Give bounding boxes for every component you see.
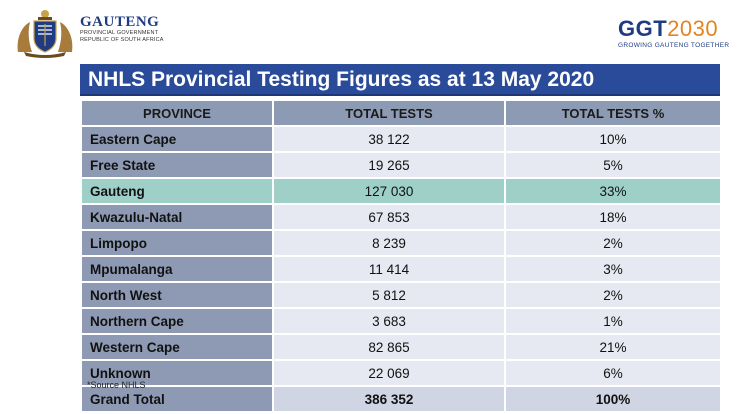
table-row: Unknown 22 069 6% — [80, 359, 722, 387]
brand-subline-2: REPUBLIC OF SOUTH AFRICA — [80, 37, 164, 43]
pct-cell: 1% — [504, 307, 722, 335]
tests-cell: 82 865 — [272, 333, 506, 361]
table-total-row: Grand Total 386 352 100% — [80, 385, 722, 413]
brand-name: GAUTENG — [80, 14, 160, 30]
tests-cell: 38 122 — [272, 125, 506, 153]
tests-cell: 8 239 — [272, 229, 506, 257]
ggt2030-wordmark: GGT2030 — [618, 18, 730, 40]
pct-cell: 10% — [504, 125, 722, 153]
table-row: North West 5 812 2% — [80, 281, 722, 309]
page-title: NHLS Provincial Testing Figures as at 13… — [80, 64, 720, 96]
province-cell: Limpopo — [80, 229, 274, 257]
testing-figures-table: PROVINCE TOTAL TESTS TOTAL TESTS % Easte… — [80, 99, 722, 413]
column-header-total-tests: TOTAL TESTS — [272, 99, 506, 127]
ggt2030-logo: GGT2030 GROWING GAUTENG TOGETHER — [618, 18, 730, 50]
column-header-total-tests-pct: TOTAL TESTS % — [504, 99, 722, 127]
total-tests-cell: 386 352 — [272, 385, 506, 413]
province-cell: Eastern Cape — [80, 125, 274, 153]
tests-cell: 19 265 — [272, 151, 506, 179]
table-header-row: PROVINCE TOTAL TESTS TOTAL TESTS % — [80, 99, 722, 127]
province-cell: Unknown — [80, 359, 274, 387]
tests-cell: 67 853 — [272, 203, 506, 231]
table-row: Northern Cape 3 683 1% — [80, 307, 722, 335]
table-row: Mpumalanga 11 414 3% — [80, 255, 722, 283]
gauteng-logo: GAUTENG PROVINCIAL GOVERNMENT REPUBLIC O… — [14, 8, 194, 58]
table-row-highlighted: Gauteng 127 030 33% — [80, 177, 722, 205]
province-cell: Mpumalanga — [80, 255, 274, 283]
pct-cell: 5% — [504, 151, 722, 179]
brand-subline-1: PROVINCIAL GOVERNMENT — [80, 30, 159, 36]
pct-cell: 3% — [504, 255, 722, 283]
pct-cell: 2% — [504, 281, 722, 309]
total-label-cell: Grand Total — [80, 385, 274, 413]
ggt-tagline: GROWING GAUTENG TOGETHER — [618, 42, 730, 49]
coat-of-arms-icon — [17, 10, 73, 58]
tests-cell: 127 030 — [272, 177, 506, 205]
tests-cell: 22 069 — [272, 359, 506, 387]
pct-cell: 21% — [504, 333, 722, 361]
year-wordmark-part: 2030 — [667, 16, 719, 41]
tests-cell: 5 812 — [272, 281, 506, 309]
ggt-wordmark-part: GGT — [618, 16, 668, 41]
column-header-province: PROVINCE — [80, 99, 274, 127]
tests-cell: 3 683 — [272, 307, 506, 335]
pct-cell: 33% — [504, 177, 722, 205]
table-row: Free State 19 265 5% — [80, 151, 722, 179]
source-note: *Source NHLS — [87, 380, 146, 390]
table-row: Eastern Cape 38 122 10% — [80, 125, 722, 153]
pct-cell: 6% — [504, 359, 722, 387]
province-cell: Free State — [80, 151, 274, 179]
table-row: Western Cape 82 865 21% — [80, 333, 722, 361]
pct-cell: 18% — [504, 203, 722, 231]
pct-cell: 2% — [504, 229, 722, 257]
province-cell: North West — [80, 281, 274, 309]
tests-cell: 11 414 — [272, 255, 506, 283]
province-cell: Kwazulu-Natal — [80, 203, 274, 231]
table-row: Kwazulu-Natal 67 853 18% — [80, 203, 722, 231]
province-cell: Western Cape — [80, 333, 274, 361]
province-cell: Northern Cape — [80, 307, 274, 335]
province-cell: Gauteng — [80, 177, 274, 205]
total-pct-cell: 100% — [504, 385, 722, 413]
table-row: Limpopo 8 239 2% — [80, 229, 722, 257]
